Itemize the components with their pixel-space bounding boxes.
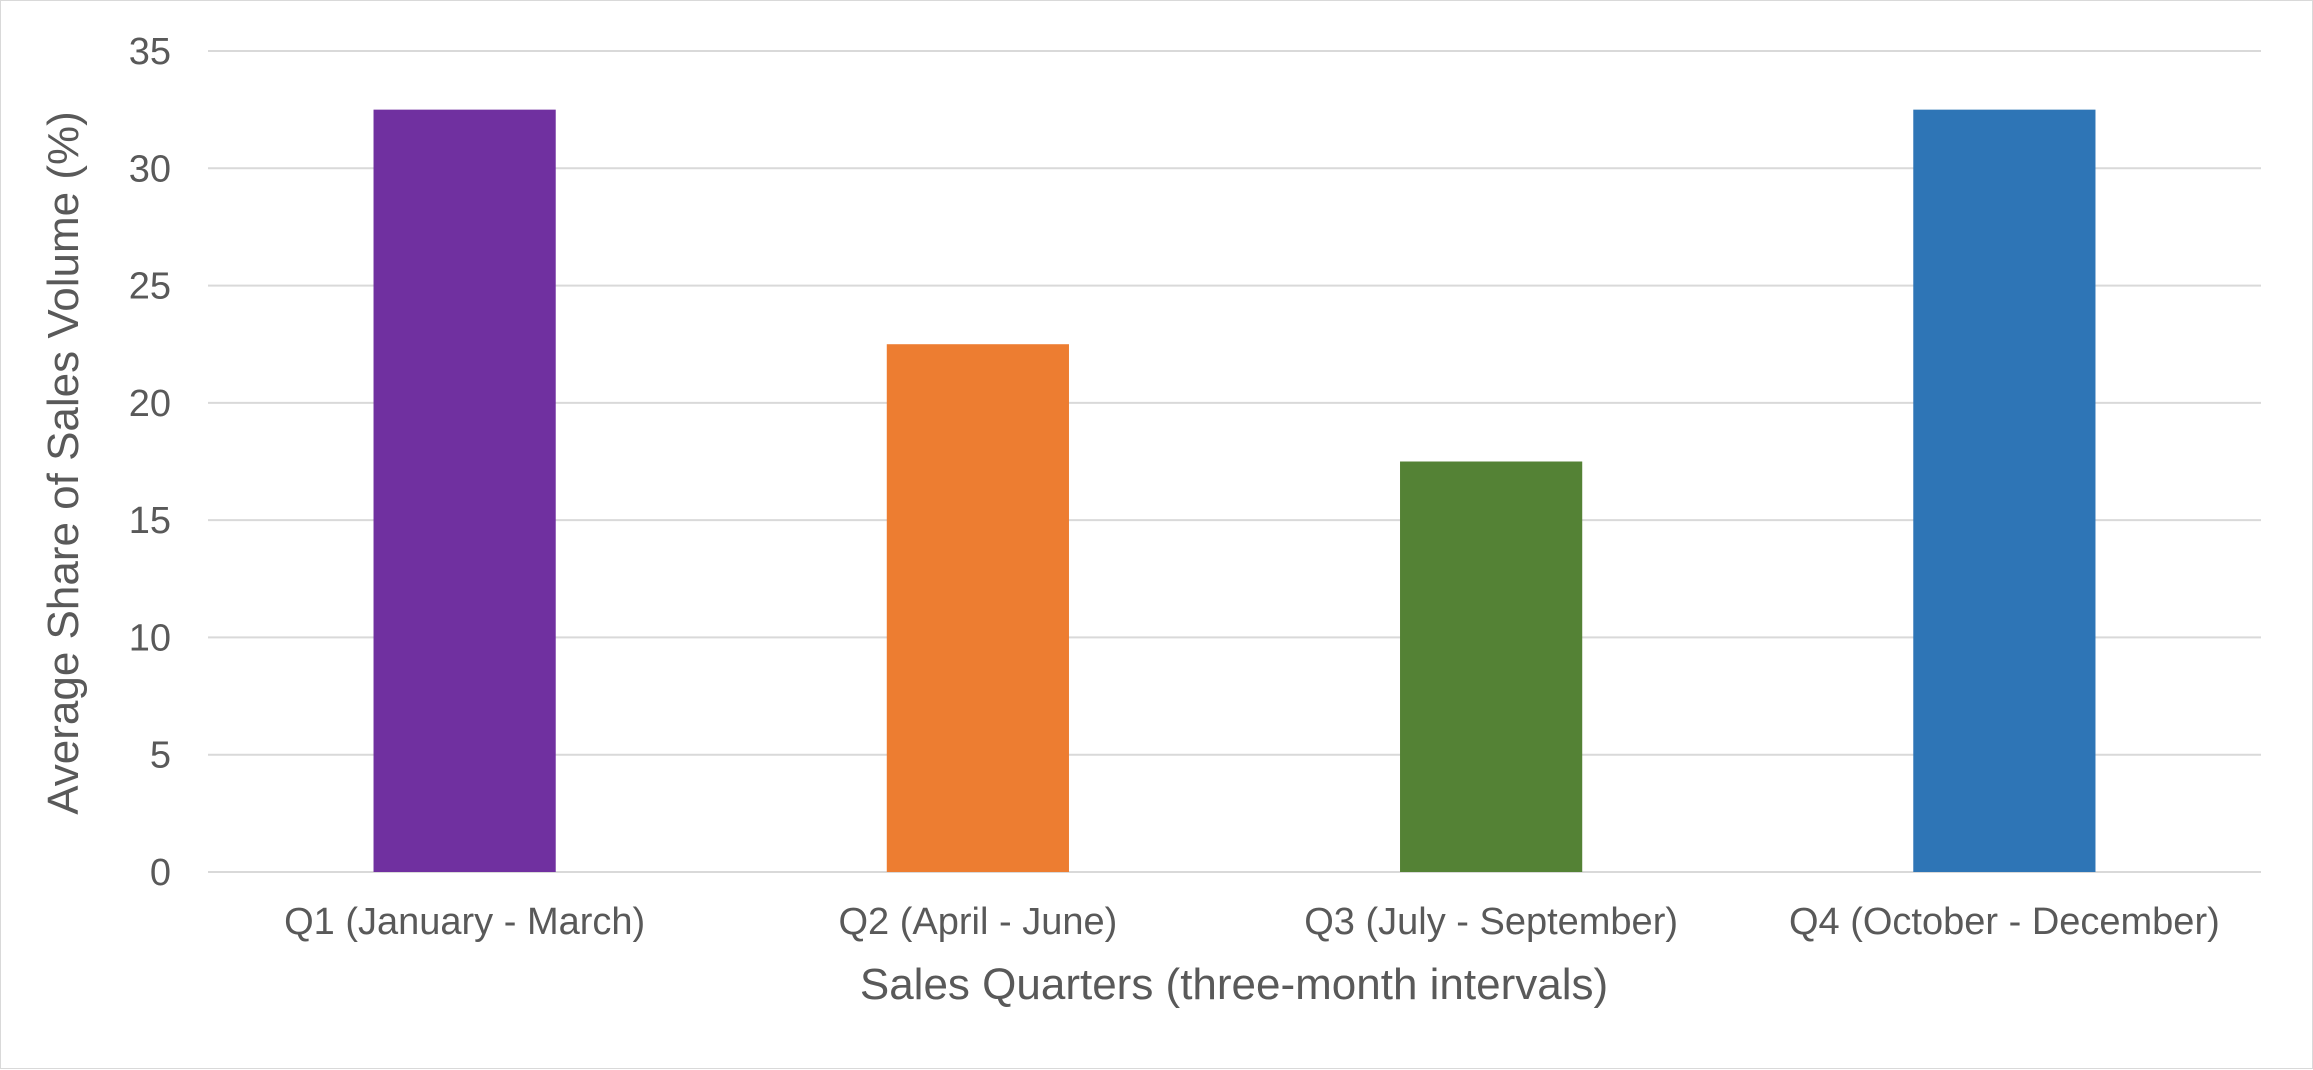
bars	[373, 109, 2096, 872]
x-tick-label: Q3 (July - September)	[1304, 901, 1678, 943]
bar-1	[373, 109, 556, 872]
x-tick-label: Q2 (April - June)	[839, 901, 1118, 943]
x-tick-label: Q1 (January - March)	[284, 901, 645, 943]
y-tick-label: 30	[129, 148, 171, 190]
x-axis-tick-labels: Q1 (January - March) Q2 (April - June) Q3 …	[284, 901, 2220, 943]
y-axis-tick-labels: 0 5 10 15 20 25 30 35	[129, 31, 171, 894]
x-axis-title: Sales Quarters (three-month intervals)	[860, 960, 1608, 1009]
y-axis-title: Average Share of Sales Volume (%)	[39, 111, 88, 815]
y-tick-label: 10	[129, 617, 171, 659]
y-tick-label: 25	[129, 266, 171, 308]
bar-2	[886, 344, 1069, 872]
x-tick-label: Q4 (October - December)	[1789, 901, 2220, 943]
y-tick-label: 15	[129, 500, 171, 542]
y-tick-label: 20	[129, 383, 171, 425]
y-tick-label: 0	[150, 852, 171, 894]
bar-4	[1913, 109, 2096, 872]
y-tick-label: 35	[129, 31, 171, 73]
bar-3	[1400, 461, 1583, 872]
y-tick-label: 5	[150, 735, 171, 777]
